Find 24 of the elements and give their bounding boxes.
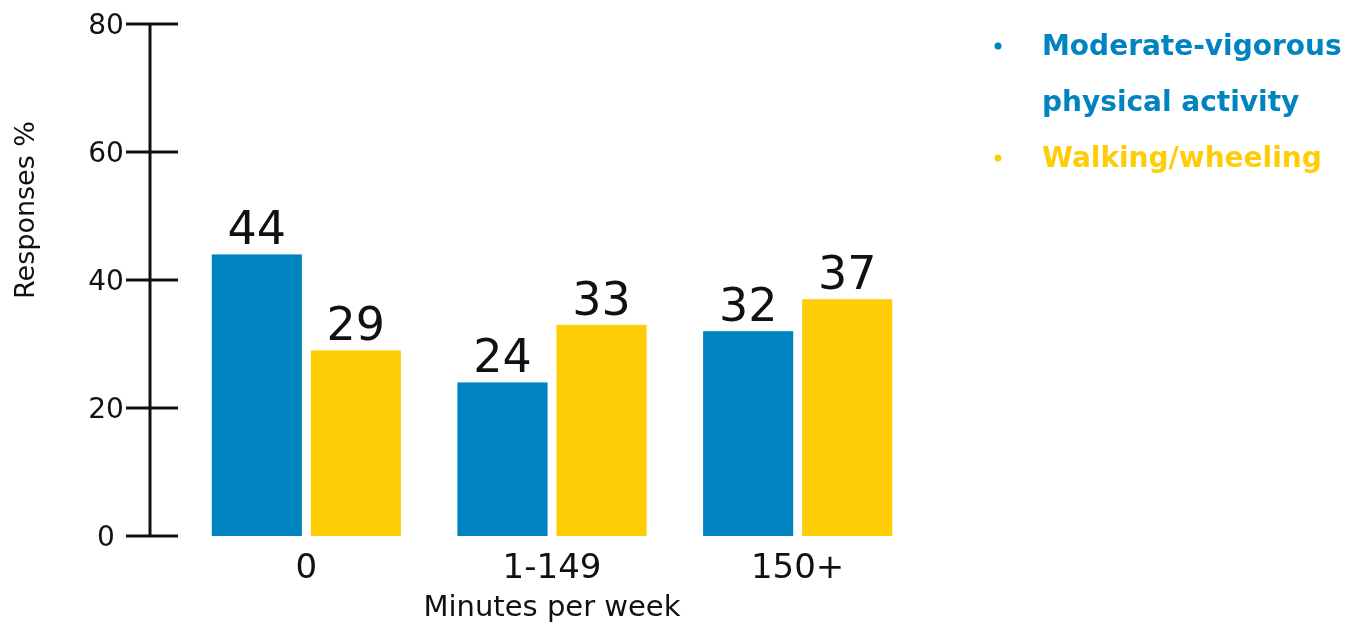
data-label: 33 bbox=[572, 271, 631, 326]
y-axis-title: Responses % bbox=[9, 121, 40, 299]
x-tick-label: 1-149 bbox=[502, 546, 602, 586]
y-tick-label: 20 bbox=[88, 391, 124, 425]
bar bbox=[457, 382, 548, 536]
data-label: 44 bbox=[227, 201, 287, 256]
y-tick-label: 80 bbox=[88, 7, 124, 41]
data-label: 32 bbox=[718, 278, 778, 333]
bar bbox=[802, 299, 893, 536]
bar bbox=[211, 254, 302, 536]
bar bbox=[310, 350, 401, 536]
data-label: 37 bbox=[817, 246, 877, 301]
legend-label: Walking/wheeling bbox=[1042, 141, 1322, 174]
bar bbox=[703, 331, 794, 536]
legend-label: Moderate-vigorous physical activity bbox=[1042, 29, 1342, 118]
x-tick-label: 150+ bbox=[750, 546, 845, 586]
bar bbox=[556, 324, 647, 536]
data-label: 29 bbox=[326, 297, 386, 352]
x-tick-label: 0 bbox=[295, 546, 318, 586]
y-tick-label: 0 bbox=[97, 519, 115, 553]
y-tick-label: 60 bbox=[88, 135, 124, 169]
data-label: 24 bbox=[473, 329, 532, 384]
x-axis-title: Minutes per week bbox=[423, 589, 681, 623]
y-tick-label: 40 bbox=[88, 263, 124, 297]
